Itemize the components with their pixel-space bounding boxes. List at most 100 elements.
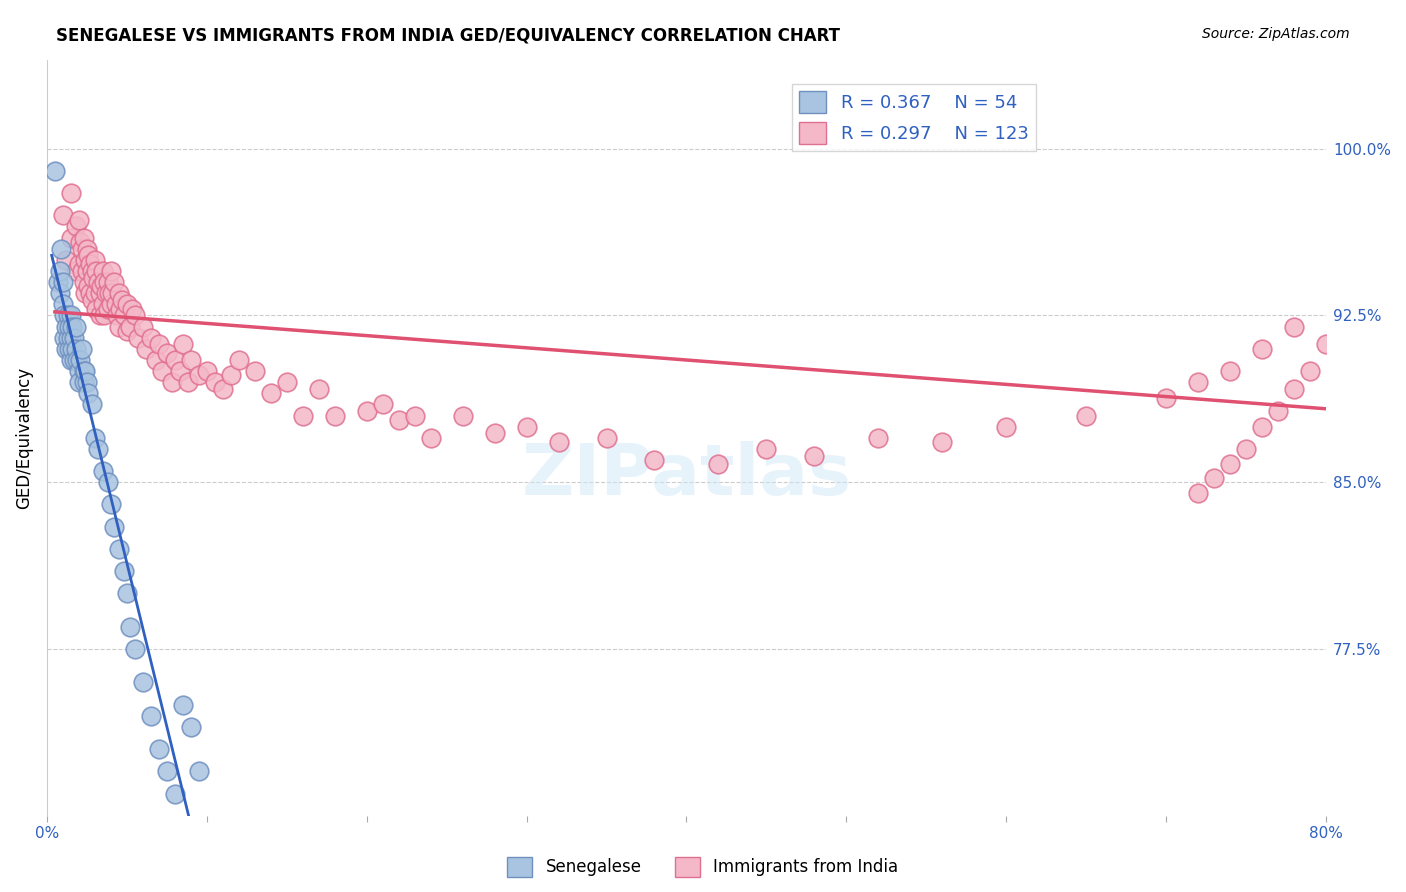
Point xyxy=(115,586,138,600)
Point xyxy=(156,346,179,360)
Point xyxy=(75,286,97,301)
Point xyxy=(76,375,98,389)
Point xyxy=(46,275,69,289)
Point xyxy=(83,286,105,301)
Point xyxy=(388,413,411,427)
Point xyxy=(547,435,569,450)
Point xyxy=(87,275,110,289)
Point xyxy=(108,319,131,334)
Point xyxy=(59,352,82,367)
Point xyxy=(707,458,730,472)
Point xyxy=(139,331,162,345)
Point xyxy=(63,352,86,367)
Point xyxy=(80,264,103,278)
Point xyxy=(104,297,127,311)
Point xyxy=(87,442,110,456)
Point xyxy=(135,342,157,356)
Point xyxy=(94,286,117,301)
Point xyxy=(105,309,128,323)
Point xyxy=(83,252,105,267)
Point xyxy=(67,375,90,389)
Point xyxy=(1379,270,1402,285)
Point xyxy=(1204,471,1226,485)
Point xyxy=(291,409,314,423)
Point xyxy=(124,309,146,323)
Point xyxy=(187,368,209,383)
Point xyxy=(77,248,100,262)
Point xyxy=(1219,458,1241,472)
Point xyxy=(89,286,111,301)
Point xyxy=(323,409,346,423)
Point xyxy=(56,309,79,323)
Point xyxy=(100,498,122,512)
Point xyxy=(145,352,167,367)
Point xyxy=(124,642,146,657)
Legend: Senegalese, Immigrants from India: Senegalese, Immigrants from India xyxy=(501,850,905,884)
Point xyxy=(91,264,114,278)
Point xyxy=(52,297,75,311)
Point xyxy=(98,286,121,301)
Point xyxy=(1362,286,1385,301)
Point xyxy=(127,331,149,345)
Point xyxy=(176,375,198,389)
Point xyxy=(67,364,90,378)
Point xyxy=(1219,364,1241,378)
Point xyxy=(172,337,194,351)
Point xyxy=(69,352,91,367)
Point xyxy=(73,364,96,378)
Point xyxy=(219,368,242,383)
Point xyxy=(644,453,666,467)
Point xyxy=(404,409,426,423)
Point xyxy=(356,404,378,418)
Point xyxy=(276,375,298,389)
Point xyxy=(48,264,70,278)
Point xyxy=(108,286,131,301)
Point xyxy=(180,720,202,734)
Point xyxy=(121,301,143,316)
Point xyxy=(1267,404,1289,418)
Point xyxy=(76,264,98,278)
Point xyxy=(56,331,79,345)
Point xyxy=(101,286,124,301)
Point xyxy=(419,431,441,445)
Point xyxy=(1282,382,1305,396)
Point xyxy=(1395,175,1406,189)
Point xyxy=(77,386,100,401)
Point xyxy=(55,319,77,334)
Point xyxy=(58,342,80,356)
Y-axis label: GED/Equivalency: GED/Equivalency xyxy=(15,367,32,508)
Point xyxy=(1154,391,1177,405)
Point xyxy=(100,264,122,278)
Point xyxy=(73,230,96,244)
Point xyxy=(195,364,218,378)
Point xyxy=(86,301,108,316)
Point xyxy=(79,286,101,301)
Point xyxy=(132,319,155,334)
Point xyxy=(1347,301,1369,316)
Point xyxy=(58,319,80,334)
Point xyxy=(53,309,76,323)
Point xyxy=(1299,364,1322,378)
Text: ZIPatlas: ZIPatlas xyxy=(522,441,852,510)
Point xyxy=(59,186,82,200)
Point xyxy=(65,219,87,234)
Point xyxy=(59,309,82,323)
Point xyxy=(868,431,890,445)
Point xyxy=(80,293,103,307)
Point xyxy=(260,386,283,401)
Point xyxy=(139,708,162,723)
Text: Source: ZipAtlas.com: Source: ZipAtlas.com xyxy=(1202,27,1350,41)
Point xyxy=(211,382,233,396)
Point xyxy=(70,242,93,256)
Point xyxy=(484,426,506,441)
Point xyxy=(59,331,82,345)
Point xyxy=(91,464,114,478)
Point xyxy=(148,742,170,756)
Point xyxy=(90,279,112,293)
Point xyxy=(62,342,84,356)
Point xyxy=(67,257,90,271)
Point xyxy=(371,397,394,411)
Point xyxy=(53,331,76,345)
Legend: R = 0.367    N = 54, R = 0.297    N = 123: R = 0.367 N = 54, R = 0.297 N = 123 xyxy=(792,84,1036,152)
Point xyxy=(65,342,87,356)
